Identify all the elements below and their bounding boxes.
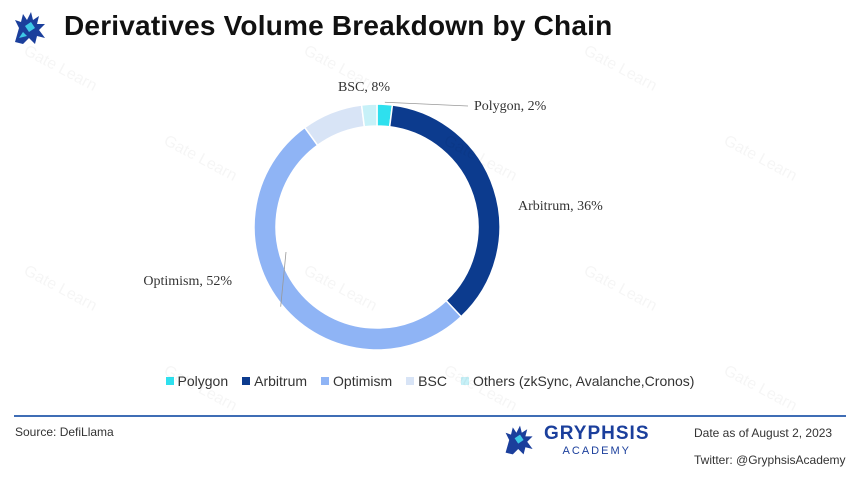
slice-bsc	[303, 104, 366, 147]
leader-line-optimism	[280, 251, 287, 307]
legend-swatch	[165, 377, 174, 385]
legend-swatch	[242, 377, 251, 385]
data-label-polygon: Polygon, 2%	[474, 99, 547, 114]
data-label-arbitrum: Arbitrum, 36%	[518, 199, 603, 214]
source-note: Source: DefiLlama	[15, 425, 114, 439]
leader-line-polygon	[384, 101, 469, 107]
gryphon-logo-icon	[15, 12, 45, 44]
legend-item-bsc: BSC	[406, 373, 447, 389]
data-label-optimism: Optimism, 52%	[143, 274, 232, 289]
brand-name: GRYPHSIS	[544, 422, 650, 444]
data-label-bsc: BSC, 8%	[338, 80, 390, 95]
slice-others	[360, 103, 378, 128]
footer-divider	[14, 415, 846, 417]
legend-swatch	[460, 377, 469, 385]
page-title: Derivatives Volume Breakdown by Chain	[64, 10, 613, 41]
legend-item-optimism: Optimism	[321, 373, 392, 389]
brand-block: GRYPHSIS ACADEMY	[502, 422, 650, 458]
legend-item-others: Others (zkSync, Avalanche,Cronos)	[460, 373, 695, 389]
legend-swatch	[321, 377, 330, 385]
brand-subtitle: ACADEMY	[562, 444, 631, 457]
legend-label: Others (zkSync, Avalanche,Cronos)	[472, 373, 695, 389]
legend-label: Polygon	[177, 373, 229, 389]
date-note: Date as of August 2, 2023	[694, 426, 833, 440]
legend-label: Optimism	[333, 373, 393, 389]
legend-item-polygon: Polygon	[165, 373, 229, 389]
slice-arbitrum	[388, 104, 501, 318]
legend-label: Arbitrum	[254, 373, 308, 389]
gryphon-brand-icon	[505, 425, 533, 455]
legend-swatch	[406, 377, 415, 385]
twitter-handle: Twitter: @GryphsisAcademy	[694, 453, 846, 467]
slice-optimism	[253, 126, 463, 351]
legend-label: BSC	[418, 373, 447, 389]
chart-legend: Polygon Arbitrum Optimism BSC Others (zkSync…	[0, 373, 860, 389]
legend-item-arbitrum: Arbitrum	[242, 373, 307, 389]
